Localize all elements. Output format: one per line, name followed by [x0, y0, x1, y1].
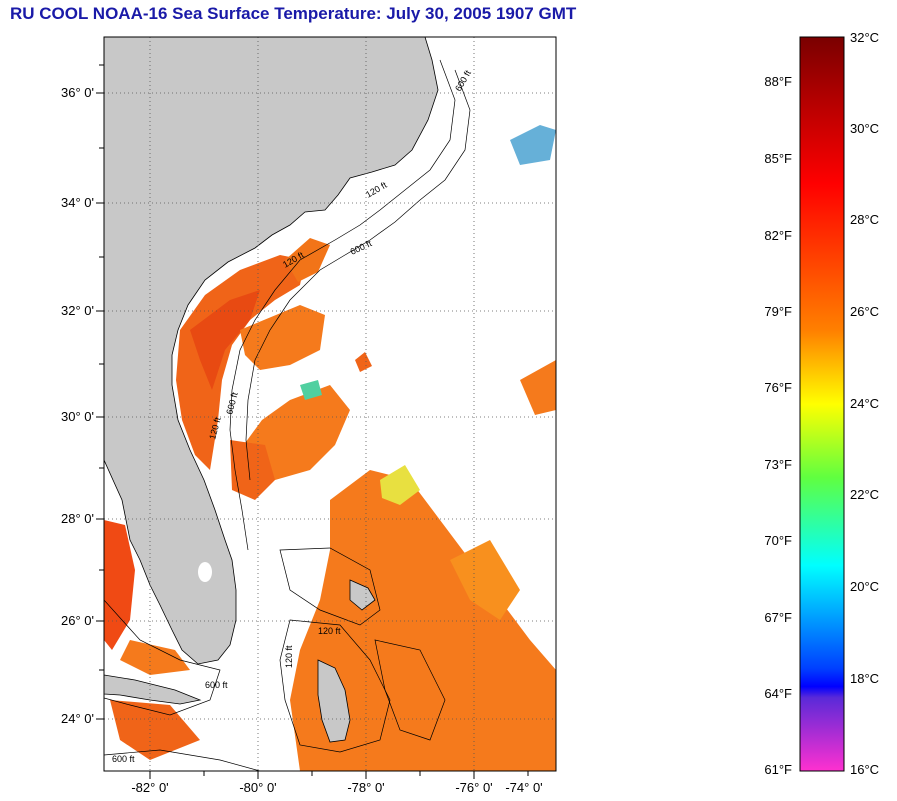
- bathymetry-contours: [104, 59, 471, 771]
- colorbar-f-label: 73°F: [764, 457, 792, 472]
- colorbar-c-label: 28°C: [850, 212, 880, 227]
- contour-label: 600 ft: [205, 680, 228, 690]
- florida-keys-land: [104, 674, 202, 705]
- lat-label: 26° 0': [61, 613, 94, 628]
- colorbar-c-label: 32°C: [850, 30, 880, 45]
- bahamas-island: [349, 579, 376, 611]
- colorbar-c-label: 20°C: [850, 579, 880, 594]
- colorbar-f-label: 61°F: [764, 762, 792, 777]
- colorbar-c-label: 22°C: [850, 487, 880, 502]
- colorbar-f-label: 76°F: [764, 380, 792, 395]
- colorbar-c-label: 30°C: [850, 121, 880, 136]
- sst-data-layer: [104, 125, 556, 771]
- lat-label: 34° 0': [61, 195, 94, 210]
- lon-label: -76° 0': [455, 780, 493, 795]
- contour-label: 600 ft: [112, 754, 135, 764]
- colorbar-c-label: 16°C: [850, 762, 880, 777]
- graticule: [104, 37, 556, 771]
- colorbar-f-label: 67°F: [764, 610, 792, 625]
- lat-label: 28° 0': [61, 511, 94, 526]
- lat-label: 24° 0': [61, 711, 94, 726]
- lat-label: 30° 0': [61, 409, 94, 424]
- colorbar-f-label: 82°F: [764, 228, 792, 243]
- lat-label: 32° 0': [61, 303, 94, 318]
- lon-label: -74° 0': [505, 780, 543, 795]
- lat-label: 36° 0': [61, 85, 94, 100]
- colorbar-f-label: 88°F: [764, 74, 792, 89]
- colorbar-f-label: 70°F: [764, 533, 792, 548]
- bahamas-island: [317, 659, 351, 743]
- map-frame: [103, 36, 557, 772]
- map-title: RU COOL NOAA-16 Sea Surface Temperature:…: [10, 4, 577, 23]
- lake-okeechobee: [198, 562, 212, 582]
- lon-label: -80° 0': [239, 780, 277, 795]
- colorbar-c-label: 24°C: [850, 396, 880, 411]
- lon-label: -82° 0': [131, 780, 169, 795]
- colorbar-f-label: 79°F: [764, 304, 792, 319]
- colorbar-f-label: 64°F: [764, 686, 792, 701]
- colorbar-c-label: 26°C: [850, 304, 880, 319]
- colorbar-c-label: 18°C: [850, 671, 880, 686]
- axis-ticks: [96, 64, 529, 779]
- colorbar-f-label: 85°F: [764, 151, 792, 166]
- us-east-coast-landmass: [104, 37, 439, 665]
- lon-label: -78° 0': [347, 780, 385, 795]
- temperature-colorbar: [799, 36, 845, 772]
- contour-label: 120 ft: [318, 626, 341, 636]
- contour-label: 120 ft: [284, 645, 294, 668]
